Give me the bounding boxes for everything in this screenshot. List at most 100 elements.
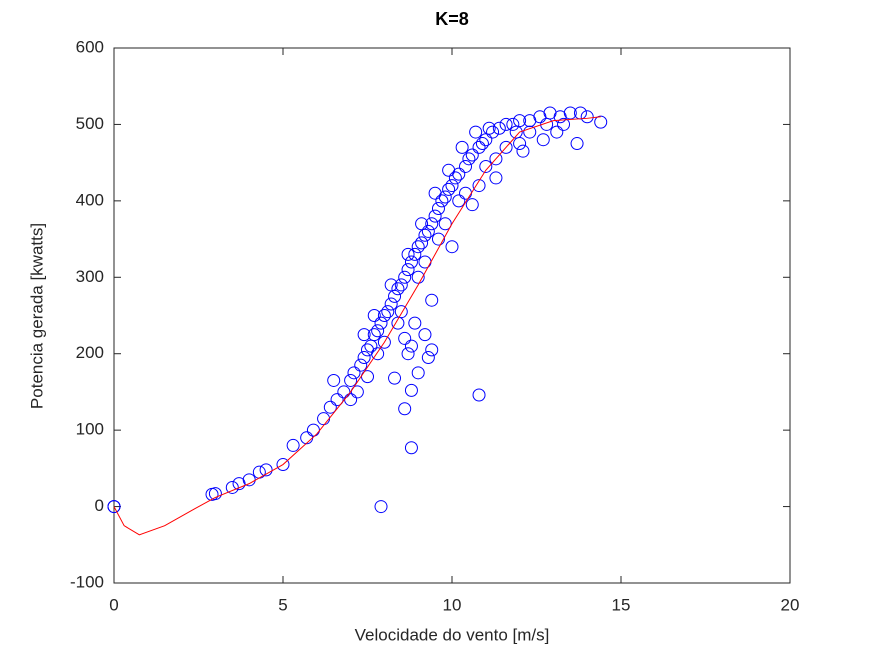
y-tick-label: 600: [76, 37, 104, 56]
scatter-point: [401, 347, 415, 361]
y-tick-label: 100: [76, 420, 104, 439]
scatter-point: [580, 110, 594, 124]
x-tick-label: 0: [109, 595, 118, 614]
scatter-point: [459, 186, 473, 200]
scatter-point: [428, 186, 442, 200]
scatter-point: [401, 263, 415, 277]
scatter-point: [344, 393, 358, 407]
scatter-point: [347, 366, 361, 380]
scatter-point: [536, 133, 550, 147]
scatter-point: [350, 385, 364, 399]
scatter-point: [411, 366, 425, 380]
scatter-point: [465, 148, 479, 162]
scatter-point: [374, 316, 388, 330]
x-tick-label: 5: [278, 595, 287, 614]
x-tick-label: 20: [781, 595, 800, 614]
scatter-point: [323, 400, 337, 414]
scatter-point: [377, 309, 391, 322]
scatter-point: [428, 209, 442, 223]
scatter-point: [404, 383, 418, 397]
scatter-point: [452, 194, 466, 208]
scatter-point: [465, 198, 479, 212]
scatter-point: [401, 247, 415, 261]
scatter-point: [469, 125, 483, 139]
scatter-point: [445, 240, 459, 254]
scatter-point: [415, 217, 429, 231]
scatter-point: [442, 163, 456, 177]
scatter-point: [388, 371, 402, 385]
scatter-point: [374, 500, 388, 514]
scatter-point: [398, 270, 412, 284]
scatter-point: [455, 140, 469, 154]
y-tick-label: 200: [76, 343, 104, 362]
scatter-point: [489, 152, 503, 166]
y-tick-label: 400: [76, 190, 104, 209]
scatter-point: [445, 179, 459, 193]
scatter-point: [489, 171, 503, 185]
scatter-point: [499, 117, 513, 131]
scatter-point: [344, 373, 358, 387]
scatter-point: [421, 351, 435, 365]
scatter-point: [252, 465, 266, 479]
scatter-point: [377, 335, 391, 349]
scatter-point: [418, 255, 432, 269]
scatter-point: [276, 458, 290, 472]
scatter-point: [300, 431, 314, 445]
scatter-point: [459, 159, 473, 173]
scatter-point: [448, 171, 462, 185]
scatter-point: [479, 159, 493, 173]
scatter-point: [391, 282, 405, 296]
scatter-point: [523, 125, 537, 139]
scatter-point: [354, 358, 368, 372]
scatter-point: [557, 117, 571, 131]
scatter-point: [435, 194, 449, 208]
scatter-point: [337, 385, 351, 399]
scatter-point: [381, 305, 395, 319]
plot-frame: [113, 47, 791, 584]
scatter-point: [327, 373, 341, 387]
scatter-point: [509, 125, 523, 139]
scatter-point: [367, 309, 381, 322]
fit-line: [113, 116, 601, 536]
scatter-point: [442, 182, 456, 196]
scatter-point: [431, 202, 445, 215]
scatter-point: [384, 297, 398, 311]
scatter-point: [472, 388, 486, 402]
scatter-point: [398, 331, 412, 345]
scatter-point: [472, 179, 486, 193]
y-tick-label: 500: [76, 114, 104, 133]
scatter-point: [425, 343, 439, 357]
scatter-point: [357, 351, 371, 365]
scatter-point: [404, 339, 418, 353]
y-tick-label: -100: [70, 572, 104, 591]
scatter-point: [472, 140, 486, 154]
scatter-point: [286, 438, 300, 452]
scatter-point: [499, 140, 513, 154]
scatter-point: [371, 324, 385, 338]
y-axis-label: Potencia gerada [kwatts]: [27, 223, 46, 409]
scatter-point: [506, 117, 520, 131]
scatter-point: [404, 255, 418, 269]
scatter-point: [425, 293, 439, 307]
scatter-point: [516, 144, 530, 158]
y-tick-label: 0: [95, 496, 104, 515]
scatter-point: [208, 487, 222, 501]
scatter-point: [550, 125, 564, 139]
scatter-point: [411, 240, 425, 254]
x-axis-label: Velocidade do vento [m/s]: [355, 625, 550, 644]
scatter-point: [225, 480, 239, 494]
scatter-point: [388, 289, 402, 303]
scatter-point: [408, 316, 422, 330]
scatter-point: [418, 228, 432, 242]
scatter-point: [479, 133, 493, 147]
scatter-point: [570, 137, 584, 151]
scatter-point: [259, 463, 273, 477]
scatter-point: [486, 125, 500, 139]
scatter-point: [398, 402, 412, 416]
scatter-point: [462, 152, 476, 166]
scatter-point: [394, 305, 408, 319]
scatter-point: [411, 270, 425, 284]
chart-title: K=8: [435, 9, 469, 29]
